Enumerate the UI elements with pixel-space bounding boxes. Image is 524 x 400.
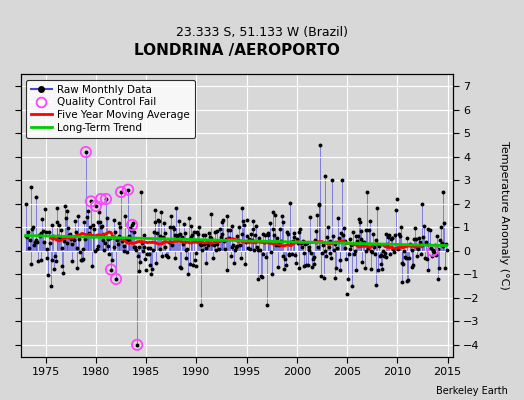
Y-axis label: Temperature Anomaly (°C): Temperature Anomaly (°C) [499, 141, 509, 290]
Text: Berkeley Earth: Berkeley Earth [436, 386, 508, 396]
Point [428, 248, 436, 254]
Point [128, 222, 136, 228]
Point [117, 189, 125, 195]
Point [102, 196, 110, 202]
Title: LONDRINA /AEROPORTO: LONDRINA /AEROPORTO [134, 43, 340, 58]
Text: 23.333 S, 51.133 W (Brazil): 23.333 S, 51.133 W (Brazil) [176, 26, 348, 39]
Legend: Raw Monthly Data, Quality Control Fail, Five Year Moving Average, Long-Term Tren: Raw Monthly Data, Quality Control Fail, … [26, 80, 195, 138]
Point [124, 186, 132, 193]
Point [112, 276, 120, 282]
Point [86, 198, 95, 205]
Point [133, 342, 141, 348]
Point [97, 196, 105, 202]
Point [82, 149, 90, 155]
Point [92, 203, 100, 209]
Point [107, 266, 115, 273]
